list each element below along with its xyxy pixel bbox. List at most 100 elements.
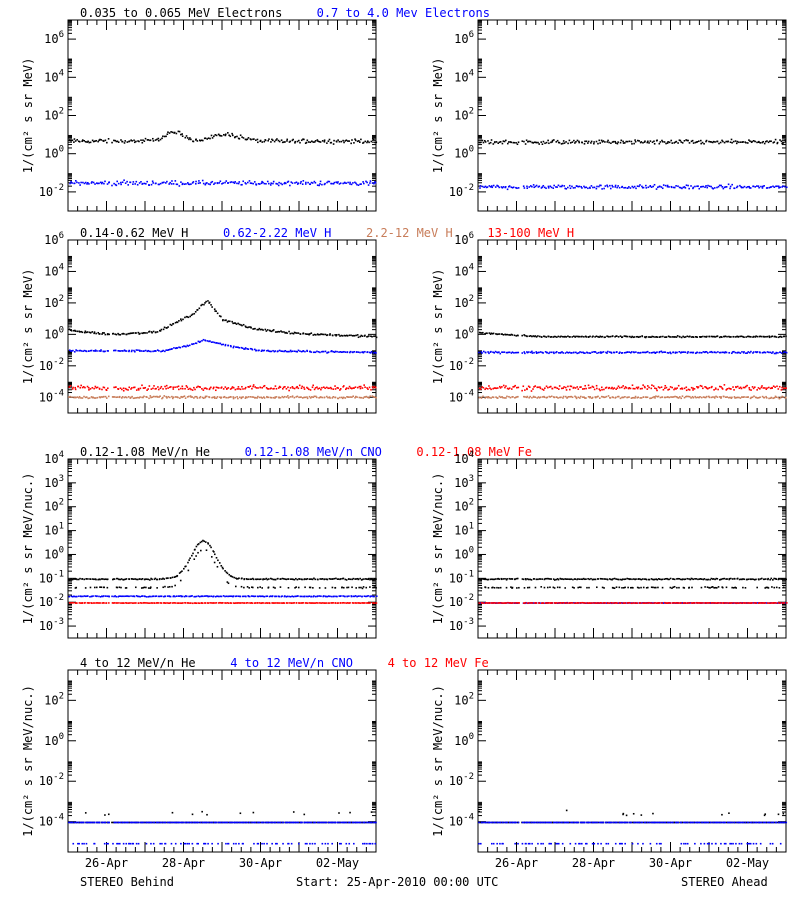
data-point: [201, 387, 203, 390]
data-point: [548, 352, 550, 355]
data-point: [617, 578, 620, 581]
data-point: [765, 395, 767, 398]
data-point: [714, 586, 717, 589]
data-point: [207, 543, 210, 545]
data-point: [736, 385, 739, 388]
data-point: [763, 142, 766, 145]
data-point: [559, 577, 562, 580]
data-point: [745, 186, 748, 189]
data-point: [766, 187, 769, 189]
data-point: [321, 333, 324, 336]
data-point: [365, 595, 367, 598]
data-point: [216, 182, 219, 185]
data-point: [175, 132, 178, 135]
data-point: [490, 332, 493, 335]
data-point: [273, 350, 276, 353]
data-series: [69, 179, 377, 187]
data-point: [752, 185, 755, 188]
data-point: [652, 185, 655, 188]
data-point: [584, 352, 586, 354]
data-point: [479, 187, 481, 189]
data-point: [676, 578, 678, 580]
data-point: [575, 396, 577, 398]
data-point: [337, 387, 340, 389]
data-point: [598, 139, 601, 142]
data-point: [310, 332, 313, 334]
data-point: [545, 385, 548, 388]
data-point: [168, 595, 171, 598]
data-point: [615, 586, 618, 588]
data-point: [357, 351, 360, 353]
data-point: [600, 336, 603, 338]
data-point: [261, 328, 263, 331]
data-point: [214, 134, 217, 136]
data-point: [759, 387, 761, 390]
data-point: [117, 332, 119, 335]
data-point: [581, 388, 584, 390]
data-point: [242, 388, 244, 390]
data-point: [214, 182, 216, 184]
data-point: [576, 578, 578, 581]
data-point: [364, 140, 367, 143]
data-point: [243, 595, 245, 598]
data-point: [360, 334, 363, 337]
data-point: [373, 595, 375, 598]
data-point: [696, 396, 699, 399]
data-point: [671, 386, 673, 389]
data-point: [702, 578, 705, 581]
data-point: [555, 578, 558, 581]
data-point: [725, 396, 727, 398]
data-point: [690, 397, 692, 399]
data-point: [86, 183, 88, 185]
data-point: [529, 395, 531, 398]
data-point: [154, 602, 156, 604]
data-point: [361, 587, 364, 590]
data-point: [131, 395, 133, 398]
data-point: [684, 578, 687, 581]
data-point: [699, 396, 701, 398]
data-point: [750, 350, 752, 353]
data-point: [657, 386, 660, 388]
data-point: [508, 141, 510, 143]
data-point: [108, 602, 110, 604]
data-point: [515, 186, 517, 189]
data-point: [646, 350, 649, 353]
data-point: [284, 332, 287, 334]
data-point: [118, 586, 121, 589]
data-point: [492, 578, 494, 581]
data-point: [497, 577, 500, 580]
data-point: [269, 595, 272, 597]
data-point: [168, 585, 171, 588]
data-point: [544, 351, 547, 353]
data-point: [534, 335, 537, 337]
data-point: [125, 587, 128, 589]
data-point: [484, 141, 487, 143]
data-point: [687, 139, 689, 142]
data-point: [601, 335, 604, 338]
data-point: [328, 577, 331, 580]
data-point: [369, 182, 371, 184]
data-point: [548, 578, 551, 580]
data-point: [346, 586, 348, 589]
data-point: [313, 395, 316, 398]
data-point: [770, 396, 773, 399]
data-point: [665, 336, 668, 338]
data-point: [327, 180, 329, 183]
data-point: [752, 387, 755, 390]
data-point: [289, 578, 292, 580]
data-point: [664, 578, 667, 580]
data-point: [668, 186, 670, 188]
series-title: 0.14-0.62 MeV H: [80, 226, 188, 240]
data-point: [723, 384, 726, 386]
data-point: [304, 586, 306, 589]
data-point: [680, 141, 683, 143]
data-point: [236, 396, 238, 398]
data-point: [338, 333, 340, 336]
data-point: [330, 182, 332, 185]
data-point: [561, 184, 564, 187]
data-point: [742, 186, 744, 189]
data-point: [656, 351, 658, 353]
data-point: [73, 329, 75, 332]
data-point: [770, 577, 773, 580]
data-point: [744, 587, 747, 589]
